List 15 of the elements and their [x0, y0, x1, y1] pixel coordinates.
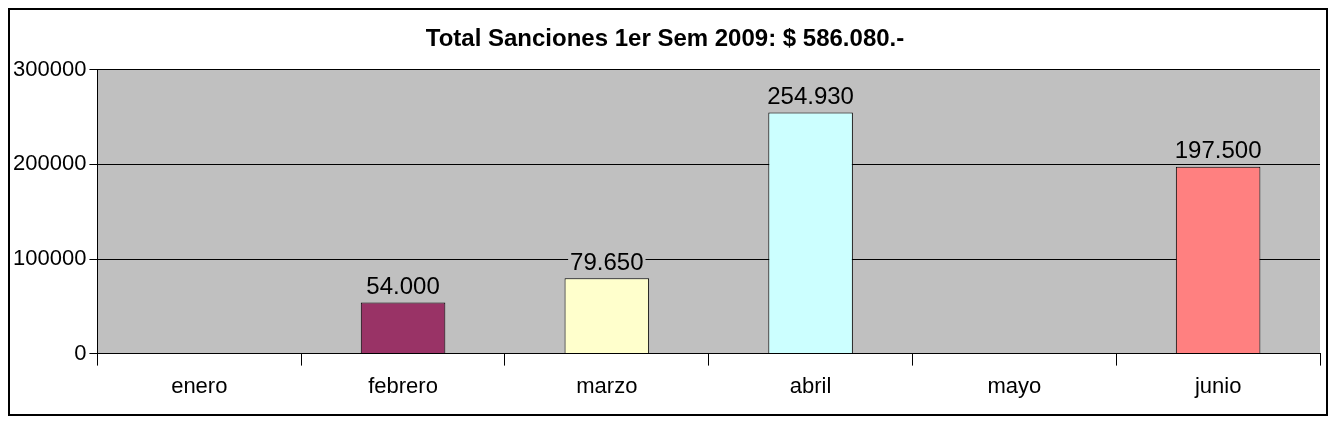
x-tick-label: mayo — [987, 372, 1042, 398]
y-tick-label: 200000 — [12, 150, 87, 176]
x-tick-label: febrero — [368, 372, 438, 398]
x-tick-label: marzo — [576, 372, 638, 398]
x-tick-label: abril — [789, 372, 832, 398]
y-tick-label: 300000 — [12, 55, 87, 81]
x-tick-label: enero — [171, 372, 228, 398]
data-label: 197.500 — [1174, 136, 1262, 164]
data-label: 254.930 — [767, 82, 854, 110]
chart-title: Total Sanciones 1er Sem 2009: $ 586.080.- — [425, 24, 905, 52]
data-label: 79.650 — [570, 247, 644, 275]
y-tick-label: 100000 — [12, 245, 87, 271]
data-label: 54.000 — [366, 272, 440, 300]
y-tick-label: 0 — [74, 339, 87, 365]
x-tick-label: junio — [1193, 372, 1242, 398]
